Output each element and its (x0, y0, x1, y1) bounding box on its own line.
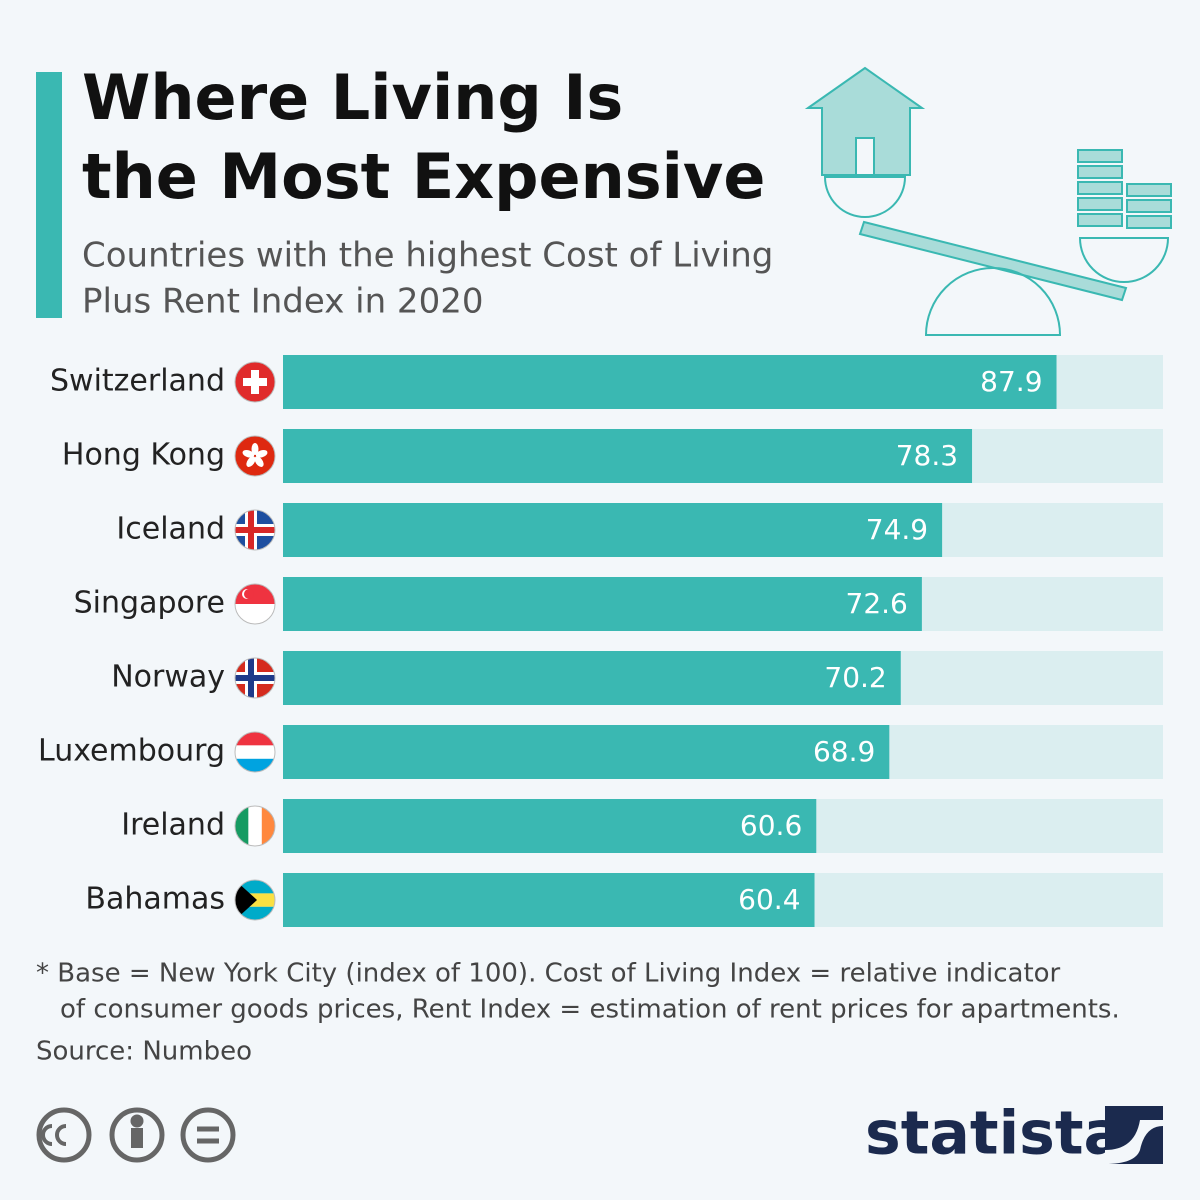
category-label: Hong Kong (62, 438, 225, 473)
category-label: Ireland (121, 808, 225, 843)
footnote-line: of consumer goods prices, Rent Index = e… (60, 995, 1120, 1025)
accent-bar (36, 72, 62, 318)
scale-pan (1078, 237, 1170, 283)
flag-outline (234, 509, 276, 551)
flag (235, 510, 275, 550)
value-label: 74.9 (866, 513, 928, 546)
flag-part (235, 758, 275, 772)
bar (283, 873, 815, 927)
flag-part (248, 658, 254, 698)
coins (1077, 149, 1172, 229)
flag-part (248, 510, 254, 550)
bar (283, 651, 901, 705)
flag (235, 806, 275, 846)
house-door (855, 137, 875, 176)
title-line: the Most Expensive (82, 140, 765, 213)
flag-part (248, 806, 262, 846)
license-icons (36, 1107, 236, 1163)
flag-outline (234, 731, 276, 773)
flag-part (235, 806, 249, 846)
flag-part (255, 450, 268, 458)
category-label: Iceland (116, 512, 225, 547)
brand: statista (865, 1099, 1124, 1169)
value-label: 68.9 (813, 735, 875, 768)
value-label: 78.3 (896, 439, 958, 472)
flag-part (251, 443, 259, 455)
flag-part (254, 456, 264, 467)
scale-base (924, 267, 1062, 336)
flag-outline (234, 805, 276, 847)
illustration (804, 66, 1172, 336)
flag-part (235, 604, 275, 624)
category-label: Norway (111, 660, 225, 695)
value-label: 60.6 (740, 809, 802, 842)
category-label: Luxembourg (38, 734, 225, 769)
flag-part (246, 456, 256, 467)
flag-part (243, 378, 267, 386)
value-label: 72.6 (846, 587, 908, 620)
category-label: Bahamas (85, 882, 225, 917)
flag-part (242, 450, 255, 458)
flag-part (261, 806, 275, 846)
flag (235, 658, 275, 698)
house (804, 66, 926, 176)
flag (235, 584, 275, 624)
flag-part (235, 745, 275, 759)
title-line: Where Living Is (82, 61, 623, 134)
flag-part (235, 732, 275, 746)
value-label: 70.2 (824, 661, 886, 694)
flag-outline (234, 583, 276, 625)
flag-outline (234, 435, 276, 477)
flag (235, 880, 275, 920)
value-label: 87.9 (980, 365, 1042, 398)
flag-part (235, 675, 275, 681)
bar (283, 799, 817, 853)
value-label: 60.4 (738, 883, 800, 916)
scale-beam (858, 220, 1128, 302)
category-label: Singapore (74, 586, 225, 621)
source: Source: Numbeo (36, 1037, 252, 1067)
flag (235, 436, 275, 476)
bar (283, 355, 1057, 409)
flag-part (235, 436, 275, 476)
flag-part (235, 527, 275, 533)
subtitle-line: Countries with the highest Cost of Livin… (82, 236, 773, 276)
brand-logo (1105, 1106, 1163, 1164)
subtitle-line: Plus Rent Index in 2020 (82, 282, 483, 322)
flag (235, 362, 275, 402)
bar (283, 577, 922, 631)
bar (283, 725, 890, 779)
flag-outline (234, 879, 276, 921)
bar (283, 429, 973, 483)
flag-part (235, 584, 275, 604)
bar (283, 503, 943, 557)
scale-pan (823, 176, 907, 218)
plot: 87.9 Switzerland 78.3 Hong Kong 74.9 Iceland 7… (38, 355, 1163, 927)
flag-outline (234, 361, 276, 403)
flag-outline (234, 657, 276, 699)
flag-part (244, 589, 254, 599)
footnote-line: * Base = New York City (index of 100). C… (36, 959, 1061, 989)
flag-part (235, 880, 257, 920)
category-label: Switzerland (50, 364, 225, 399)
flag (235, 732, 275, 772)
